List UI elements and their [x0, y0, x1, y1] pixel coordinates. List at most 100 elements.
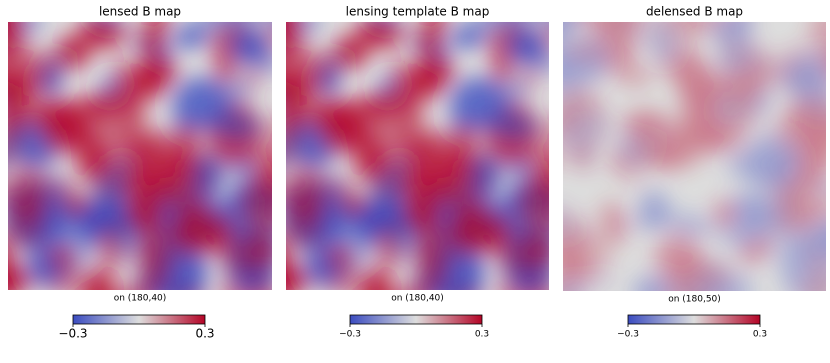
- map-blob: [110, 215, 138, 243]
- map-blob: [612, 51, 633, 71]
- map-blob: [462, 22, 489, 48]
- map-blob: [8, 30, 30, 63]
- map-blob: [697, 125, 732, 154]
- map-blob: [8, 278, 9, 285]
- map-blob: [563, 261, 574, 286]
- map-blob: [417, 26, 435, 48]
- map-blob: [503, 248, 529, 285]
- map-blob: [640, 22, 678, 54]
- panel-title: lensed B map: [99, 5, 181, 19]
- colorbar: [349, 314, 483, 325]
- map-blob: [333, 179, 352, 194]
- map-blob: [816, 181, 826, 193]
- map-blob: [121, 166, 168, 201]
- map-blob: [680, 69, 726, 124]
- map-blob: [230, 28, 270, 65]
- map-blob: [226, 248, 251, 285]
- map-blob: [370, 171, 403, 207]
- panel-title: lensing template B map: [346, 5, 490, 19]
- colorbar: [627, 314, 761, 325]
- map-blob: [140, 128, 177, 160]
- map-blob: [798, 112, 826, 143]
- map-blob: [28, 98, 85, 132]
- map-blob: [215, 52, 233, 85]
- map-blob: [81, 268, 115, 290]
- map-texture: [8, 0, 272, 290]
- map-blob: [729, 22, 752, 32]
- map-blob: [563, 214, 594, 265]
- map-blob: [118, 283, 138, 290]
- colorbar: [72, 314, 206, 325]
- map-blob: [57, 34, 91, 69]
- map-blob: [389, 63, 407, 77]
- map-blob: [688, 22, 702, 39]
- map-blob: [398, 166, 445, 201]
- map-blob: [563, 286, 576, 291]
- map-blob: [516, 177, 549, 232]
- map-blob: [414, 288, 427, 290]
- map-blob: [334, 34, 369, 69]
- map-blob: [563, 22, 579, 36]
- map-blob: [638, 136, 704, 171]
- map-blob: [185, 22, 212, 48]
- map-blob: [692, 216, 720, 238]
- map-blob: [447, 206, 495, 256]
- map-blob: [137, 234, 171, 290]
- map: [536, 0, 826, 309]
- map-texture: [536, 0, 826, 309]
- map-blob: [774, 118, 798, 147]
- panel-title: delensed B map: [646, 5, 743, 19]
- map-texture: [286, 0, 549, 290]
- map-blob: [563, 48, 578, 85]
- map-blob: [92, 22, 123, 30]
- map-blob: [492, 0, 524, 20]
- map-blob: [821, 48, 826, 75]
- colorbar-tick-label: 0.3: [195, 327, 214, 341]
- map-blob: [286, 68, 299, 106]
- map-blob: [809, 22, 826, 56]
- map-blob: [343, 198, 369, 211]
- map-blob: [644, 212, 661, 231]
- map-blob: [48, 246, 74, 267]
- map: [8, 0, 272, 290]
- map-blob: [543, 119, 549, 147]
- map-blob: [741, 144, 797, 192]
- map-blob: [170, 206, 218, 256]
- map-blob: [326, 246, 352, 267]
- map-blob: [214, 112, 260, 141]
- map-blob: [370, 22, 400, 30]
- map-blob: [192, 153, 227, 191]
- map-blob: [782, 56, 826, 97]
- map-blob: [286, 114, 302, 165]
- map-blob: [415, 234, 448, 290]
- map-blob: [76, 140, 116, 182]
- map-blob: [787, 44, 813, 61]
- map-blob: [541, 22, 549, 53]
- map-blob: [734, 74, 758, 87]
- map-blob: [633, 275, 672, 291]
- map-blob: [723, 35, 740, 56]
- map-blob: [641, 291, 658, 309]
- map-blob: [8, 114, 24, 165]
- map-blob: [768, 229, 816, 275]
- map-blob: [232, 158, 255, 177]
- map-blob: [566, 147, 593, 164]
- map-blob: [255, 279, 272, 290]
- map-blob: [257, 0, 270, 19]
- map-blob: [55, 179, 75, 194]
- colorbar-tick-label: 0.3: [753, 330, 767, 340]
- map-blob: [418, 59, 456, 85]
- colorbar-tick-label: −0.3: [617, 330, 639, 340]
- map-blob: [583, 22, 628, 38]
- map-blob: [8, 22, 13, 28]
- map-blob: [359, 268, 393, 290]
- panel-subtitle: on (180,40): [114, 294, 167, 304]
- map-blob: [800, 271, 826, 291]
- map-blob: [286, 195, 325, 250]
- map-blob: [40, 62, 62, 96]
- map-blob: [469, 153, 504, 191]
- map-blob: [536, 0, 584, 22]
- map-blob: [141, 59, 179, 85]
- map-blob: [594, 276, 611, 287]
- map-blob: [534, 0, 547, 19]
